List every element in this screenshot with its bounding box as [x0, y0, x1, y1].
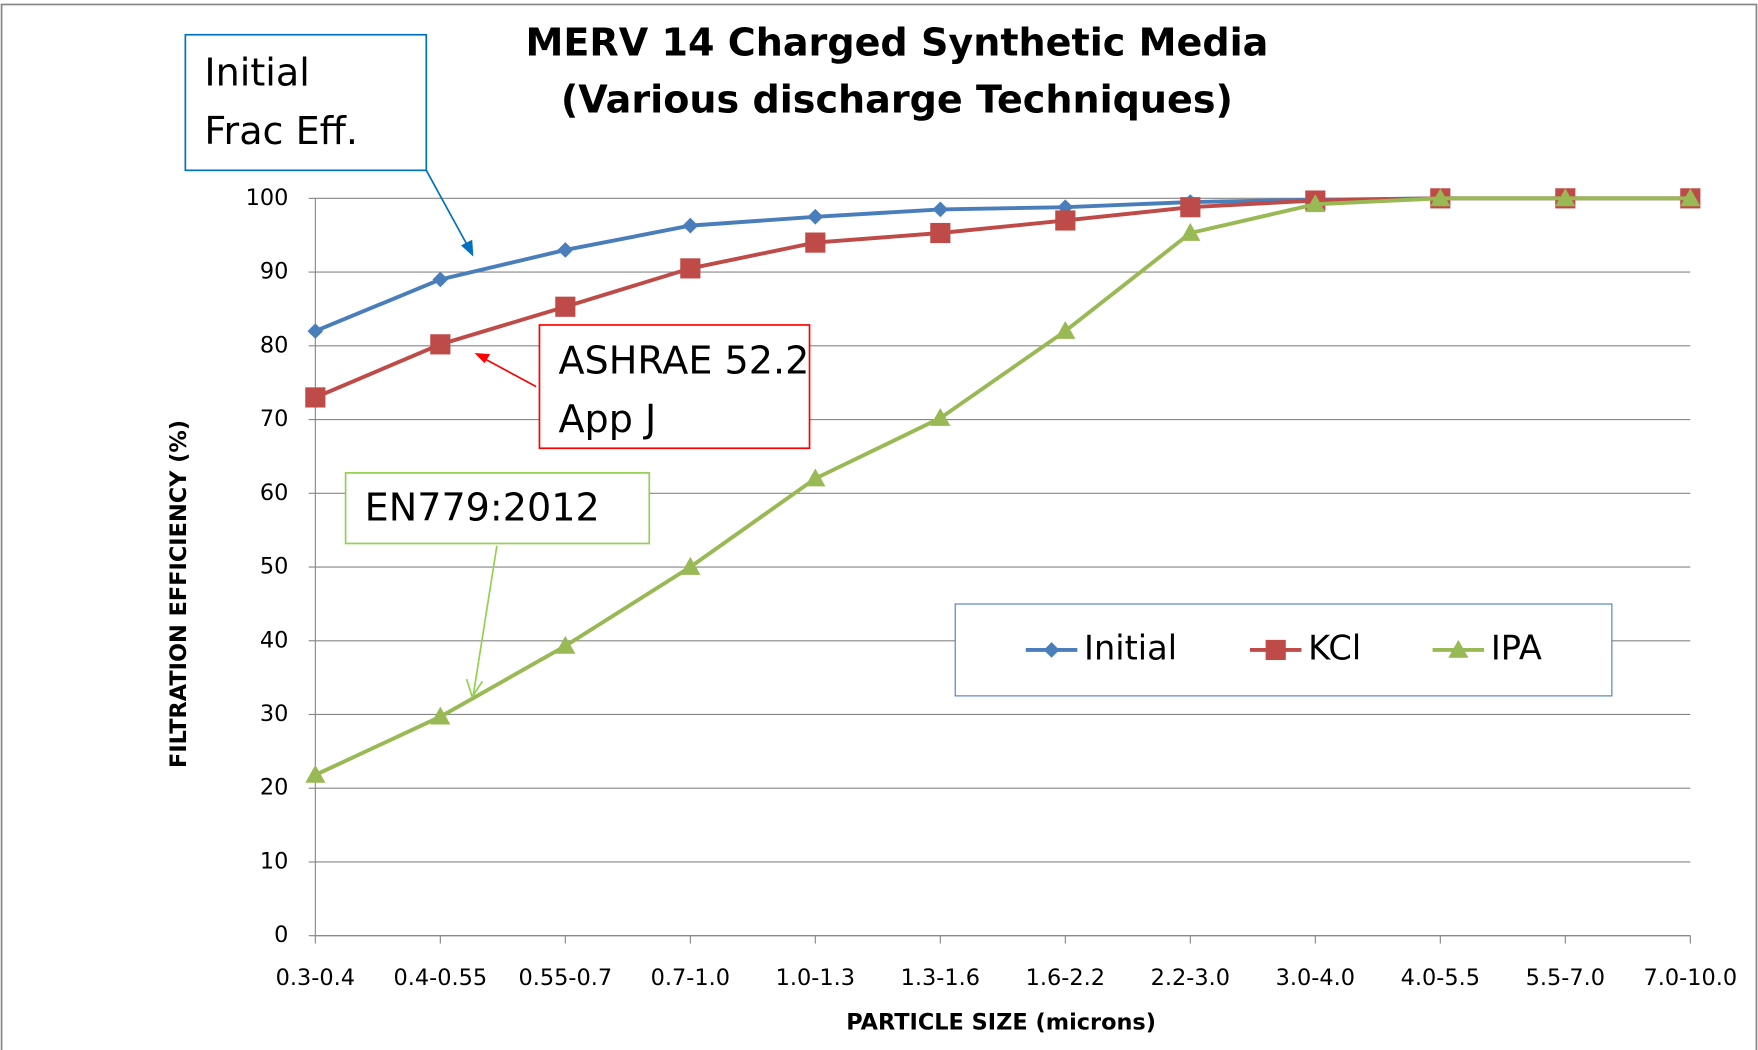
chart-border — [0, 3, 1758, 1050]
y-tick-label: 60 — [260, 480, 289, 506]
marker — [680, 258, 701, 279]
marker — [1680, 188, 1701, 207]
marker — [1043, 642, 1060, 658]
y-tick-label: 100 — [246, 185, 289, 211]
marker — [430, 706, 451, 725]
arrow-head — [465, 678, 484, 699]
marker — [305, 387, 326, 408]
chart-title: (Various discharge Techniques) — [561, 77, 1233, 121]
y-tick-label: 0 — [274, 922, 288, 948]
y-tick-label: 20 — [260, 775, 289, 801]
series-line — [314, 196, 1691, 777]
marker — [1055, 210, 1076, 231]
x-tick-label: 1.3-1.6 — [901, 965, 980, 991]
marker — [1305, 194, 1326, 213]
arrow — [472, 545, 498, 695]
arrow-head — [461, 239, 474, 257]
marker — [1180, 222, 1201, 241]
annotation-box — [344, 472, 651, 545]
y-tick-label: 30 — [260, 701, 289, 727]
marker — [682, 217, 699, 234]
y-tick-label: 40 — [260, 627, 289, 653]
x-tick-label: 7.0-10.0 — [1644, 965, 1738, 991]
arrow — [425, 169, 472, 253]
annotation-box — [184, 33, 428, 172]
x-tick-label: 3.0-4.0 — [1276, 965, 1355, 991]
chart-title: MERV 14 Charged Synthetic Media — [525, 20, 1268, 64]
legend-label: KCl — [1308, 628, 1361, 667]
marker — [930, 407, 951, 426]
marker — [930, 222, 951, 244]
marker — [805, 468, 826, 487]
legend: Initial KCl IPA — [954, 603, 1613, 697]
y-tick-label: 70 — [260, 406, 289, 432]
marker — [1430, 188, 1451, 207]
x-tick-label: 5.5-7.0 — [1526, 965, 1605, 991]
x-tick-label: 0.3-0.4 — [276, 965, 355, 991]
marker — [432, 271, 449, 288]
x-tick-label: 2.2-3.0 — [1151, 965, 1230, 991]
annotation-arrows — [425, 169, 537, 699]
marker — [555, 635, 576, 654]
series — [305, 188, 1701, 783]
y-tick-label: 90 — [260, 259, 289, 285]
x-tick-label: 1.6-2.2 — [1026, 965, 1105, 991]
annotation-text: Initial — [204, 51, 309, 95]
marker — [557, 242, 574, 258]
annotation: EN779:2012 — [344, 472, 651, 545]
x-tick-label: 0.4-0.55 — [394, 965, 488, 991]
marker — [1180, 197, 1201, 218]
marker — [430, 334, 451, 355]
x-axis-label: PARTICLE SIZE (microns) — [846, 1010, 1156, 1036]
marker — [1555, 188, 1576, 207]
marker — [307, 323, 324, 339]
annotation-box — [538, 324, 811, 450]
x-tick-label: 0.7-1.0 — [651, 965, 730, 991]
legend-label: Initial — [1084, 628, 1177, 667]
legend-label: IPA — [1491, 628, 1542, 667]
y-tick-label: 80 — [260, 332, 289, 358]
x-tick-label: 1.0-1.3 — [776, 965, 855, 991]
annotation-text: App J — [559, 397, 657, 441]
marker — [555, 296, 576, 317]
annotation: ASHRAE 52.2 App J — [538, 324, 811, 450]
x-tick-label: 4.0-5.5 — [1401, 965, 1480, 991]
marker — [1448, 639, 1469, 658]
y-tick-label: 10 — [260, 848, 289, 874]
y-axis-label: FILTRATION EFFICIENCY (%) — [166, 420, 192, 768]
marker — [305, 764, 326, 783]
marker — [1265, 639, 1286, 661]
x-tick-label: 0.55-0.7 — [519, 965, 613, 991]
annotation-text: EN779:2012 — [365, 485, 600, 529]
marker — [805, 232, 826, 253]
marker — [680, 556, 701, 575]
annotation: Initial Frac Eff. — [184, 33, 428, 172]
marker — [807, 208, 824, 225]
arrow-head — [474, 352, 491, 364]
annotation-text: Frac Eff. — [204, 109, 358, 153]
arrow — [479, 355, 537, 388]
marker — [1055, 320, 1076, 339]
y-tick-label: 50 — [260, 554, 289, 580]
annotation-text: ASHRAE 52.2 — [559, 339, 810, 383]
